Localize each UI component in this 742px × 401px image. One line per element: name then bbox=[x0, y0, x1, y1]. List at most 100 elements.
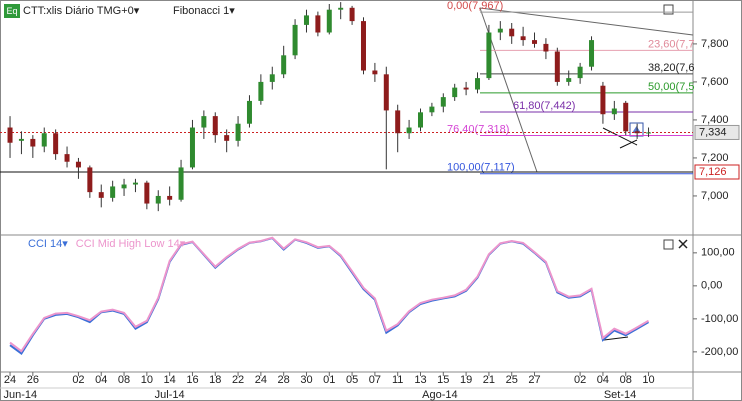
candle-body bbox=[326, 9, 332, 33]
x-tick-label: 18 bbox=[209, 374, 221, 386]
candle-body bbox=[634, 131, 640, 134]
candle-body bbox=[383, 74, 389, 111]
y-tick-label: 0,00 bbox=[701, 280, 722, 292]
x-tick-label: 25 bbox=[506, 374, 518, 386]
maximize-button[interactable] bbox=[663, 4, 674, 15]
price-tag bbox=[694, 164, 740, 180]
x-tick-label: 24 bbox=[255, 374, 267, 386]
candle-body bbox=[475, 78, 481, 90]
y-tick-label: -100,00 bbox=[701, 313, 738, 325]
candle-body bbox=[201, 116, 207, 128]
candle-body bbox=[53, 133, 59, 155]
candle-body bbox=[486, 32, 492, 79]
y-tick-label: 100,00 bbox=[701, 247, 735, 259]
x-tick-label: 07 bbox=[369, 374, 381, 386]
candle-body bbox=[532, 40, 538, 44]
month-label: Jun-14 bbox=[3, 389, 37, 401]
y-tick-label: 7,000 bbox=[701, 190, 729, 202]
candle-body bbox=[224, 135, 230, 141]
candle-body bbox=[110, 186, 116, 198]
candle-body bbox=[520, 36, 526, 41]
candle-body bbox=[303, 15, 309, 25]
trend-line bbox=[619, 139, 638, 149]
x-tick-label: 27 bbox=[528, 374, 540, 386]
y-tick-label: 7,600 bbox=[701, 76, 729, 88]
candle-body bbox=[75, 161, 81, 168]
fib-label: 76,40(7,318) bbox=[447, 123, 509, 135]
candle-body bbox=[98, 192, 104, 198]
x-tick-label: 10 bbox=[141, 374, 153, 386]
y-tick-label: 7,200 bbox=[701, 152, 729, 164]
candle-body bbox=[121, 184, 127, 189]
month-label: Jul-14 bbox=[155, 389, 185, 401]
candle-body bbox=[292, 24, 298, 56]
x-tick-label: 21 bbox=[483, 374, 495, 386]
badge-box bbox=[4, 4, 20, 18]
candle-body bbox=[41, 133, 47, 147]
candle-body bbox=[509, 28, 515, 37]
candle-body bbox=[18, 138, 24, 141]
month-label: Set-14 bbox=[604, 389, 636, 401]
x-tick-label: 14 bbox=[164, 374, 176, 386]
alert-icon-arrow bbox=[632, 126, 641, 133]
cci-line bbox=[9, 236, 650, 353]
chart-title[interactable]: CTT:xlis Diário TMG+0▾ bbox=[23, 5, 140, 17]
candle-body bbox=[155, 195, 161, 204]
y-tick-label: 7,400 bbox=[701, 114, 729, 126]
x-tick-label: 13 bbox=[414, 374, 426, 386]
candle-body bbox=[281, 55, 287, 75]
x-tick-label: 16 bbox=[186, 374, 198, 386]
candle-body bbox=[406, 127, 412, 134]
candle-body bbox=[246, 100, 252, 124]
y-tick-label: 7,800 bbox=[701, 38, 729, 50]
indicator-label[interactable]: Fibonacci 1▾ bbox=[173, 5, 235, 17]
candle-body bbox=[440, 97, 446, 107]
candle-body bbox=[144, 182, 150, 204]
candle-body bbox=[543, 43, 549, 52]
candle-body bbox=[178, 167, 184, 200]
candle-body bbox=[212, 116, 218, 136]
price-tag-label: 7,126 bbox=[699, 166, 727, 178]
candle-body bbox=[87, 167, 93, 193]
fib-label: 23,60(7,7 bbox=[648, 38, 694, 50]
candle-body bbox=[167, 195, 173, 200]
x-tick-label: 10 bbox=[642, 374, 654, 386]
legend-entry[interactable]: CCI 14▾ bbox=[28, 238, 68, 250]
candle-body bbox=[258, 81, 264, 101]
fib-label: 38,20(7,6 bbox=[648, 62, 694, 74]
candle-body bbox=[315, 15, 321, 33]
price-tag-label: 7,334 bbox=[699, 126, 727, 138]
x-tick-label: 08 bbox=[118, 374, 130, 386]
candle-body bbox=[349, 7, 355, 22]
candle-body bbox=[417, 112, 423, 128]
candle-body bbox=[338, 7, 344, 10]
x-tick-label: 02 bbox=[72, 374, 84, 386]
candle-body bbox=[395, 110, 401, 134]
candle-body bbox=[269, 74, 275, 82]
x-tick-label: 11 bbox=[392, 374, 403, 386]
month-label: Ago-14 bbox=[422, 389, 457, 401]
x-tick-label: 19 bbox=[460, 374, 472, 386]
candle-body bbox=[566, 78, 572, 82]
x-tick-label: 04 bbox=[597, 374, 609, 386]
candle-body bbox=[646, 132, 652, 134]
fib-label: 50,00(7,5 bbox=[648, 81, 694, 93]
x-tick-label: 15 bbox=[437, 374, 449, 386]
candle-body bbox=[577, 66, 583, 79]
maximize-button[interactable] bbox=[663, 239, 674, 250]
candle-body bbox=[429, 106, 435, 113]
close-button[interactable] bbox=[678, 239, 688, 249]
candle-body bbox=[360, 21, 366, 71]
candle-body bbox=[600, 85, 606, 115]
fib-label: 100,00(7,117) bbox=[447, 162, 515, 174]
candle-body bbox=[189, 127, 195, 168]
candle-body bbox=[497, 28, 503, 33]
candle-body bbox=[30, 138, 36, 147]
x-tick-label: 22 bbox=[232, 374, 244, 386]
badge: Eq bbox=[6, 6, 17, 16]
candle-body bbox=[611, 108, 617, 115]
legend-entry[interactable]: CCI Mid High Low 14▾ bbox=[76, 238, 186, 250]
candle-body bbox=[554, 51, 560, 82]
